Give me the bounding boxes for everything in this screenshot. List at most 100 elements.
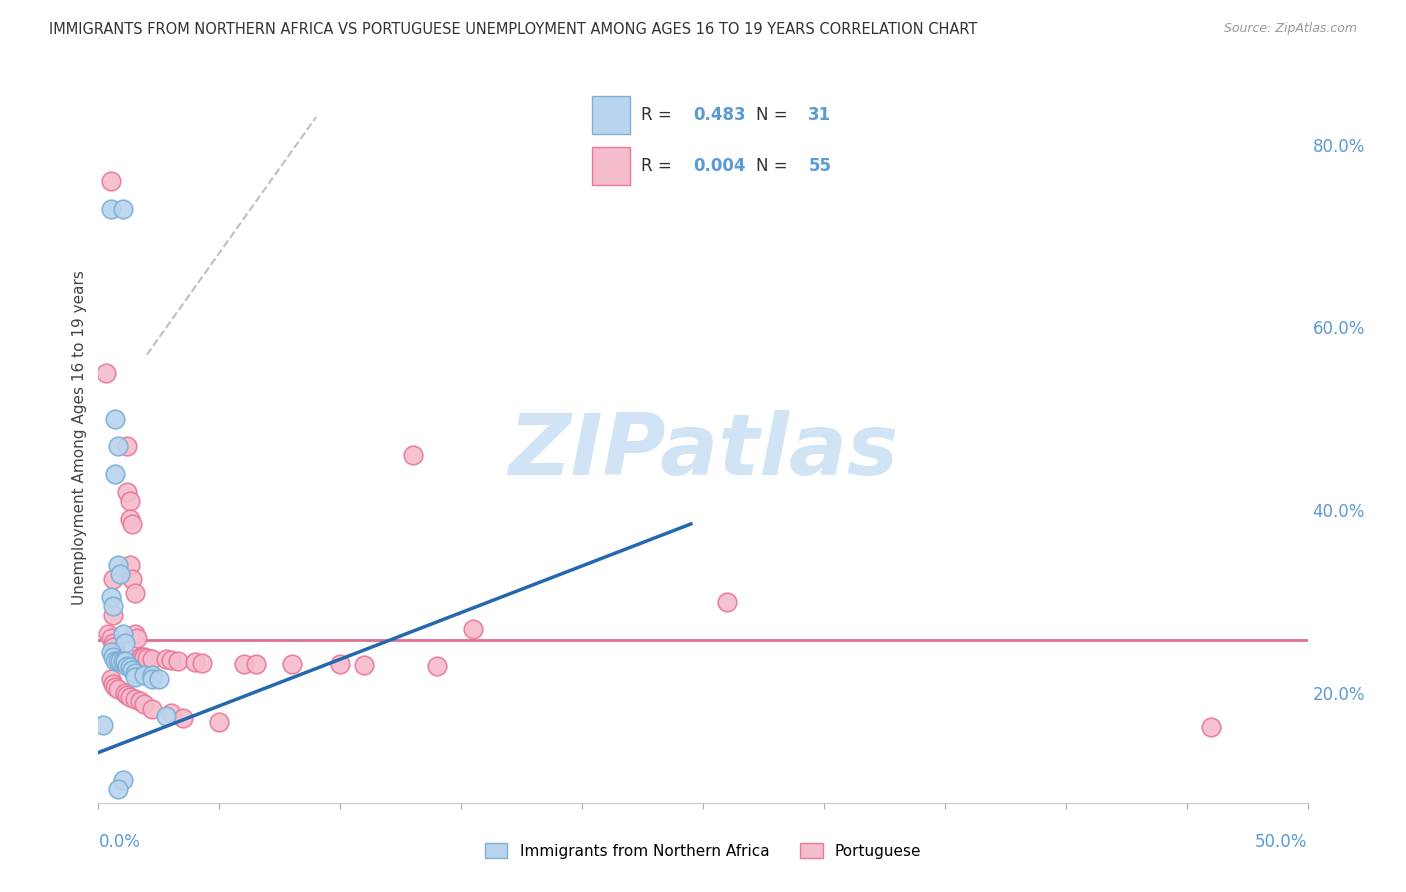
Point [124, 665, 146, 680]
Y-axis label: Unemployment Among Ages 16 to 19 years: Unemployment Among Ages 16 to 19 years [72, 269, 87, 605]
Point [107, 439, 129, 453]
Point [426, 658, 449, 673]
Point [97, 626, 120, 640]
Point [107, 558, 129, 573]
Point [121, 516, 143, 531]
Point [155, 709, 177, 723]
Point [114, 636, 136, 650]
Point [353, 657, 375, 672]
Legend: Immigrants from Northern Africa, Portuguese: Immigrants from Northern Africa, Portugu… [478, 837, 928, 864]
Point [128, 694, 150, 708]
Point [141, 667, 163, 681]
Point [128, 649, 150, 664]
Point [184, 655, 207, 669]
Point [167, 654, 190, 668]
Point [104, 680, 127, 694]
Text: 31: 31 [808, 106, 831, 124]
Point [104, 467, 127, 481]
Point [124, 585, 146, 599]
Point [100, 645, 122, 659]
Point [135, 651, 157, 665]
Point [94, 366, 117, 380]
Point [141, 701, 163, 715]
Point [155, 652, 177, 666]
Point [141, 652, 163, 666]
Point [118, 660, 141, 674]
Point [121, 572, 143, 586]
Point [232, 657, 254, 671]
FancyBboxPatch shape [592, 96, 630, 134]
Point [245, 657, 267, 671]
Point [191, 656, 214, 670]
Point [117, 439, 139, 453]
Point [107, 681, 129, 696]
Text: 50.0%: 50.0% [1256, 833, 1308, 851]
Point [118, 690, 141, 704]
Point [281, 657, 304, 671]
Point [118, 494, 141, 508]
Point [100, 590, 122, 604]
Text: N =: N = [756, 157, 787, 175]
Point [111, 626, 134, 640]
Point [108, 567, 131, 582]
Point [134, 697, 156, 711]
Point [124, 626, 146, 640]
Point [148, 673, 170, 687]
Point [107, 649, 129, 664]
Point [101, 677, 124, 691]
Point [124, 691, 146, 706]
Point [101, 572, 124, 586]
Point [141, 673, 163, 687]
Point [160, 653, 183, 667]
Point [101, 640, 124, 655]
Point [716, 594, 738, 608]
Point [101, 599, 124, 614]
Point [107, 782, 129, 797]
Point [100, 673, 122, 687]
Point [127, 632, 149, 646]
Point [114, 686, 136, 700]
Point [108, 654, 131, 668]
Point [134, 649, 156, 664]
Point [111, 202, 134, 216]
Text: IMMIGRANTS FROM NORTHERN AFRICA VS PORTUGUESE UNEMPLOYMENT AMONG AGES 16 TO 19 Y: IMMIGRANTS FROM NORTHERN AFRICA VS PORTU… [49, 22, 977, 37]
Point [104, 654, 127, 668]
Point [124, 670, 146, 684]
Text: R =: R = [641, 106, 672, 124]
Text: R =: R = [641, 157, 672, 175]
Point [121, 663, 143, 677]
Point [463, 622, 485, 636]
Text: N =: N = [756, 106, 787, 124]
Point [91, 718, 114, 732]
Point [104, 412, 127, 426]
Point [208, 715, 231, 730]
Point [111, 654, 134, 668]
Point [131, 649, 153, 664]
Text: Source: ZipAtlas.com: Source: ZipAtlas.com [1223, 22, 1357, 36]
Point [117, 688, 139, 702]
Point [1199, 720, 1222, 734]
Text: 0.483: 0.483 [693, 106, 745, 124]
Point [118, 558, 141, 573]
Text: 0.004: 0.004 [693, 157, 745, 175]
Point [117, 658, 139, 673]
Point [107, 654, 129, 668]
Point [101, 636, 124, 650]
Point [101, 608, 124, 623]
Point [100, 174, 122, 188]
Point [114, 654, 136, 668]
Point [402, 448, 425, 462]
FancyBboxPatch shape [592, 147, 630, 186]
Point [100, 632, 122, 646]
Point [160, 706, 183, 721]
Point [118, 512, 141, 526]
Point [172, 711, 194, 725]
Point [104, 645, 127, 659]
Point [111, 772, 134, 787]
Point [329, 657, 352, 671]
Point [100, 202, 122, 216]
Point [101, 649, 124, 664]
Text: ZIPatlas: ZIPatlas [508, 410, 898, 493]
Text: 0.0%: 0.0% [98, 833, 141, 851]
Point [104, 640, 127, 655]
